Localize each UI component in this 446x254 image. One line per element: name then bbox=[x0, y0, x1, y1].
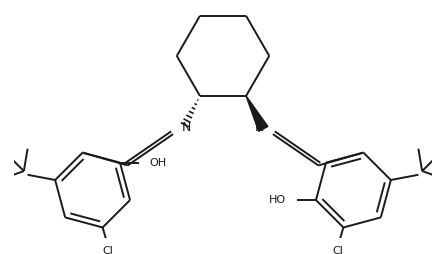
Polygon shape bbox=[246, 96, 268, 131]
Text: N: N bbox=[182, 121, 191, 134]
Text: Cl: Cl bbox=[103, 246, 113, 254]
Text: Cl: Cl bbox=[333, 246, 343, 254]
Text: HO: HO bbox=[269, 195, 286, 205]
Text: OH: OH bbox=[150, 158, 167, 168]
Text: N: N bbox=[255, 121, 264, 134]
